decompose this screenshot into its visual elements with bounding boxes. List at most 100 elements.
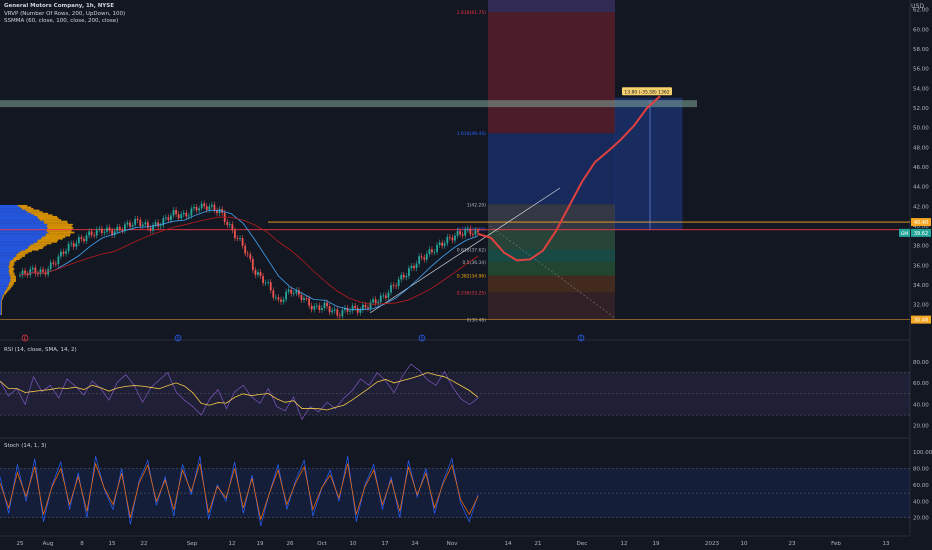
event-marker-label: D — [176, 336, 179, 341]
candle-body — [242, 238, 244, 246]
candle-body — [288, 290, 290, 292]
vp-row-down — [8, 266, 12, 268]
vp-row-up — [0, 218, 38, 220]
vp-row-up — [0, 263, 9, 265]
candle-body — [83, 239, 85, 241]
price-tick-label: 42.00 — [913, 204, 929, 210]
price-tick-label: 44.00 — [913, 185, 929, 191]
time-tick-label: 12 — [229, 541, 236, 547]
vp-row-down — [8, 285, 12, 287]
vp-row-up — [0, 271, 9, 273]
symbol-title[interactable]: General Motors Company, 1h, NYSE — [4, 3, 125, 11]
vp-row-down — [2, 296, 3, 298]
vp-row-up — [0, 246, 29, 248]
indicator-vrvp[interactable]: VRVP (Number Of Rows, 200, UpDown, 100) — [4, 11, 125, 19]
rsi-tick-label: 40.00 — [913, 402, 929, 408]
candle-body — [428, 249, 430, 254]
candle-body — [142, 225, 144, 227]
candle-body — [60, 252, 62, 257]
vp-row-up — [0, 238, 41, 240]
vp-row-up — [0, 309, 1, 311]
time-tick-label: 14 — [505, 541, 512, 547]
vp-row-down — [37, 216, 57, 218]
stoch-tick-label: 20.00 — [913, 516, 929, 522]
rsi-tick-label: 80.00 — [913, 360, 929, 366]
candle-body — [370, 302, 372, 308]
candle-body — [395, 286, 397, 287]
vp-row-up — [0, 262, 9, 264]
vp-row-up — [0, 260, 11, 262]
candle-body — [260, 272, 262, 276]
candle-body — [388, 292, 390, 297]
fib-label: 0.236(33.25) — [457, 290, 487, 296]
stoch-label[interactable]: Stoch (14, 1, 3) — [4, 443, 47, 449]
rsi-label[interactable]: RSI (14, close, SMA, 14, 2) — [4, 347, 77, 353]
time-tick-label: 17 — [382, 541, 389, 547]
candle-body — [405, 276, 407, 277]
candle-body — [377, 302, 379, 303]
candle-body — [283, 300, 285, 302]
vp-row-down — [21, 251, 32, 253]
price-tick-label: 52.00 — [913, 106, 929, 112]
candle-body — [457, 231, 459, 236]
vp-row-up — [0, 205, 18, 207]
candle-body — [57, 256, 59, 264]
vp-row-up — [0, 304, 1, 306]
candle-body — [446, 237, 448, 243]
vp-row-up — [0, 291, 5, 293]
resistance-band — [0, 100, 697, 107]
candle-body — [196, 207, 198, 210]
price-tick-label: 58.00 — [913, 47, 929, 53]
vp-row-down — [28, 211, 43, 213]
chart-legend: General Motors Company, 1h, NYSE VRVP (N… — [4, 3, 125, 26]
time-tick-label: 22 — [141, 541, 148, 547]
vp-row-up — [0, 236, 42, 238]
candle-body — [318, 306, 320, 310]
candle-body — [139, 220, 141, 226]
candle-body — [101, 229, 103, 233]
candle-body — [462, 234, 464, 235]
vp-row-down — [1, 302, 2, 304]
vp-row-up — [0, 277, 10, 279]
candle-body — [165, 217, 167, 218]
price-tick-label: 32.00 — [913, 303, 929, 309]
candle-body — [329, 306, 331, 312]
candle-body — [336, 309, 338, 315]
vp-row-up — [0, 210, 26, 212]
candle-body — [436, 245, 438, 252]
time-tick-label: 13 — [883, 541, 890, 547]
candle-body — [252, 259, 254, 270]
vp-row-up — [0, 249, 25, 251]
candle-body — [365, 305, 367, 308]
stoch-tick-label: 40.00 — [913, 499, 929, 505]
vp-row-down — [9, 271, 14, 273]
fib-label: 0.618(37.62) — [457, 247, 487, 253]
candle-body — [73, 243, 75, 246]
candle-body — [452, 238, 454, 241]
candle-body — [326, 303, 328, 307]
candle-body — [65, 251, 67, 254]
candle-body — [37, 274, 39, 275]
candle-body — [75, 243, 77, 247]
candle-body — [191, 208, 193, 215]
price-tick-label: 36.00 — [913, 263, 929, 269]
candle-body — [375, 299, 377, 303]
candle-body — [270, 282, 272, 290]
candle-body — [331, 311, 333, 313]
candle-body — [211, 205, 213, 207]
vp-row-down — [9, 273, 14, 275]
indicator-ssmma[interactable]: SSMMA (60, close, 100, close, 200, close… — [4, 18, 125, 26]
time-tick-label: 10 — [350, 541, 357, 547]
vp-row-up — [0, 214, 34, 216]
vp-row-down — [31, 213, 48, 215]
candle-body — [367, 307, 369, 308]
candle-body — [119, 227, 121, 230]
candle-body — [198, 208, 200, 210]
candle-body — [116, 227, 118, 231]
vp-row-down — [38, 240, 58, 242]
vp-row-up — [0, 254, 17, 256]
candle-body — [421, 256, 423, 257]
candle-body — [173, 210, 175, 215]
candle-body — [155, 222, 157, 225]
